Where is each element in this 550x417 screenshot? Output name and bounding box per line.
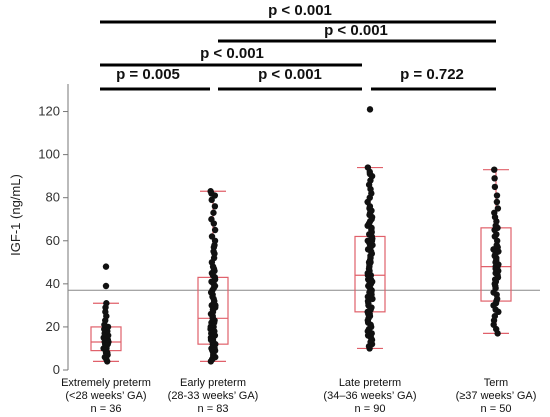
y-tick-label: 60 [46,233,60,248]
box-group [197,188,229,365]
category-label: (28-33 weeks’ GA) [168,390,259,402]
y-tick-label: 120 [38,104,60,119]
y-tick-label: 20 [46,319,60,334]
category-label: Term [484,377,508,389]
category-label: Late preterm [339,377,401,389]
p-value-label: p = 0.722 [400,66,464,83]
category-label: n = 83 [198,403,229,415]
y-axis-label: IGF-1 (ng/mL) [8,174,23,256]
data-point [102,263,110,270]
data-point [103,300,110,307]
data-point [491,175,498,182]
category-label: n = 90 [355,403,386,415]
data-point [491,166,498,173]
y-tick-label: 0 [53,362,60,377]
data-point [493,192,501,199]
data-point [208,233,216,240]
category-label: Extremely preterm [61,377,151,389]
data-point [102,282,110,290]
category-label: (<28 weeks’ GA) [65,390,146,402]
data-point [493,198,501,206]
p-value-label: p < 0.001 [324,22,388,39]
y-tick-label: 40 [46,276,60,291]
axes: 0 20 40 60 80 100 120 [38,84,540,377]
y-tick-label: 80 [46,190,60,205]
data-point [366,106,374,113]
box-group [480,166,512,337]
data-point [207,188,214,195]
data-point [211,226,219,234]
category-label: n = 50 [481,403,512,415]
data-point [491,312,499,320]
data-point [210,209,217,216]
plot-area [90,106,512,365]
category-label: Early preterm [180,377,246,389]
significance-brackets: p < 0.001 p < 0.001 p < 0.001 p = 0.005 p < … [100,2,496,91]
p-value-label: p < 0.001 [258,66,322,83]
data-point [208,216,215,223]
category-label: (34–36 weeks’ GA) [323,390,416,402]
p-value-label: p = 0.005 [116,66,180,83]
box-group [90,263,122,365]
p-value-label: p < 0.001 [200,45,264,62]
box-group [354,106,386,352]
category-label: n = 36 [91,403,122,415]
data-point [211,203,219,210]
data-point [494,205,502,212]
p-value-label: p < 0.001 [268,2,332,19]
data-point [364,164,372,171]
data-point [491,209,498,216]
data-point [491,183,499,191]
category-labels: Extremely preterm(<28 weeks’ GA)n = 36 Ea… [61,377,536,415]
category-label: (≥37 weeks’ GA) [456,390,537,402]
y-tick-label: 100 [38,147,60,162]
